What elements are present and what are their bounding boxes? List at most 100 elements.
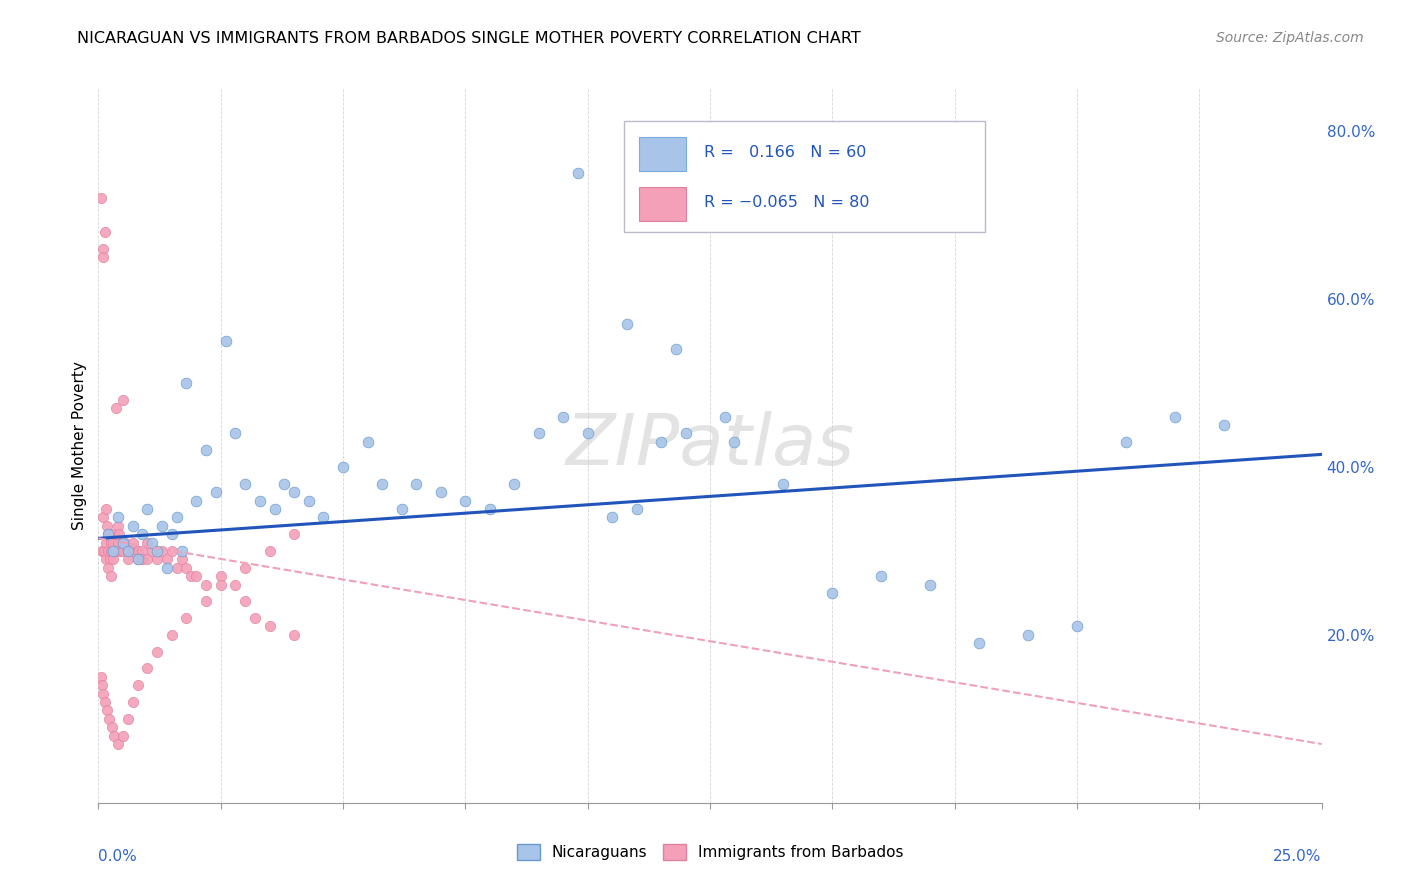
Point bbox=[114, 535, 136, 549]
Text: R = −0.065   N = 80: R = −0.065 N = 80 bbox=[704, 194, 869, 210]
Text: ZIPatlas: ZIPatlas bbox=[565, 411, 855, 481]
Point bbox=[136, 552, 159, 566]
Point bbox=[243, 611, 266, 625]
Point bbox=[104, 544, 127, 558]
Point bbox=[117, 712, 139, 726]
Point bbox=[224, 577, 246, 591]
Legend: Nicaraguans, Immigrants from Barbados: Nicaraguans, Immigrants from Barbados bbox=[510, 838, 910, 866]
FancyBboxPatch shape bbox=[624, 121, 986, 232]
Point bbox=[101, 720, 124, 734]
Point bbox=[108, 527, 131, 541]
Point bbox=[1017, 628, 1039, 642]
Point bbox=[195, 577, 218, 591]
Point bbox=[616, 318, 638, 332]
Point bbox=[141, 535, 163, 549]
Point bbox=[478, 502, 501, 516]
Point bbox=[121, 544, 143, 558]
Point bbox=[821, 586, 844, 600]
Point bbox=[90, 191, 112, 205]
Point bbox=[93, 544, 115, 558]
Point bbox=[103, 527, 125, 541]
Point bbox=[156, 560, 179, 574]
Point bbox=[111, 392, 134, 407]
Point bbox=[273, 476, 295, 491]
Point bbox=[101, 552, 124, 566]
Point bbox=[675, 426, 697, 441]
Point bbox=[110, 544, 132, 558]
Point bbox=[195, 594, 218, 608]
Point bbox=[150, 544, 173, 558]
Point bbox=[176, 560, 198, 574]
Point bbox=[98, 552, 121, 566]
Text: 0.0%: 0.0% bbox=[98, 849, 138, 864]
Point bbox=[371, 476, 394, 491]
Point bbox=[283, 485, 305, 500]
FancyBboxPatch shape bbox=[640, 136, 686, 171]
Point bbox=[101, 535, 124, 549]
Point bbox=[170, 544, 193, 558]
Point bbox=[665, 343, 688, 357]
Point bbox=[503, 476, 526, 491]
Text: R =   0.166   N = 60: R = 0.166 N = 60 bbox=[704, 145, 866, 160]
Point bbox=[96, 518, 118, 533]
Point bbox=[920, 577, 942, 591]
Point bbox=[100, 544, 122, 558]
Point bbox=[121, 518, 143, 533]
FancyBboxPatch shape bbox=[640, 186, 686, 221]
Point bbox=[160, 628, 183, 642]
Point bbox=[224, 426, 246, 441]
Point bbox=[150, 518, 173, 533]
Point bbox=[127, 552, 149, 566]
Text: Source: ZipAtlas.com: Source: ZipAtlas.com bbox=[1216, 31, 1364, 45]
Point bbox=[91, 242, 114, 256]
Y-axis label: Single Mother Poverty: Single Mother Poverty bbox=[72, 361, 87, 531]
Point bbox=[131, 527, 153, 541]
Point bbox=[136, 502, 159, 516]
Point bbox=[283, 628, 305, 642]
Point bbox=[91, 544, 114, 558]
Point bbox=[121, 695, 143, 709]
Point bbox=[209, 577, 232, 591]
Point bbox=[249, 493, 271, 508]
Point bbox=[131, 552, 153, 566]
Point bbox=[166, 560, 188, 574]
Point bbox=[180, 569, 202, 583]
Point bbox=[166, 510, 188, 524]
Point bbox=[1115, 434, 1137, 449]
Point bbox=[233, 560, 256, 574]
Point bbox=[1066, 619, 1088, 633]
Point bbox=[723, 434, 745, 449]
Text: 25.0%: 25.0% bbox=[1274, 849, 1322, 864]
Point bbox=[94, 535, 117, 549]
Point bbox=[626, 502, 648, 516]
Point bbox=[94, 225, 117, 239]
Point bbox=[97, 560, 120, 574]
Point bbox=[94, 502, 117, 516]
Point bbox=[146, 645, 169, 659]
Point bbox=[98, 712, 121, 726]
Point bbox=[454, 493, 477, 508]
Point bbox=[233, 594, 256, 608]
Point bbox=[136, 661, 159, 675]
Point bbox=[90, 670, 112, 684]
Point bbox=[141, 544, 163, 558]
Point bbox=[146, 544, 169, 558]
Point bbox=[214, 334, 236, 348]
Point bbox=[650, 434, 672, 449]
Point bbox=[160, 544, 183, 558]
Point bbox=[111, 729, 134, 743]
Point bbox=[96, 703, 118, 717]
Point bbox=[100, 535, 122, 549]
Point bbox=[107, 535, 129, 549]
Point bbox=[97, 544, 120, 558]
Point bbox=[117, 544, 139, 558]
Point bbox=[91, 510, 114, 524]
Point bbox=[117, 552, 139, 566]
Point bbox=[263, 502, 285, 516]
Point bbox=[283, 527, 305, 541]
Point bbox=[209, 569, 232, 583]
Point bbox=[576, 426, 599, 441]
Point bbox=[967, 636, 990, 650]
Point bbox=[176, 376, 198, 390]
Point bbox=[104, 401, 127, 416]
